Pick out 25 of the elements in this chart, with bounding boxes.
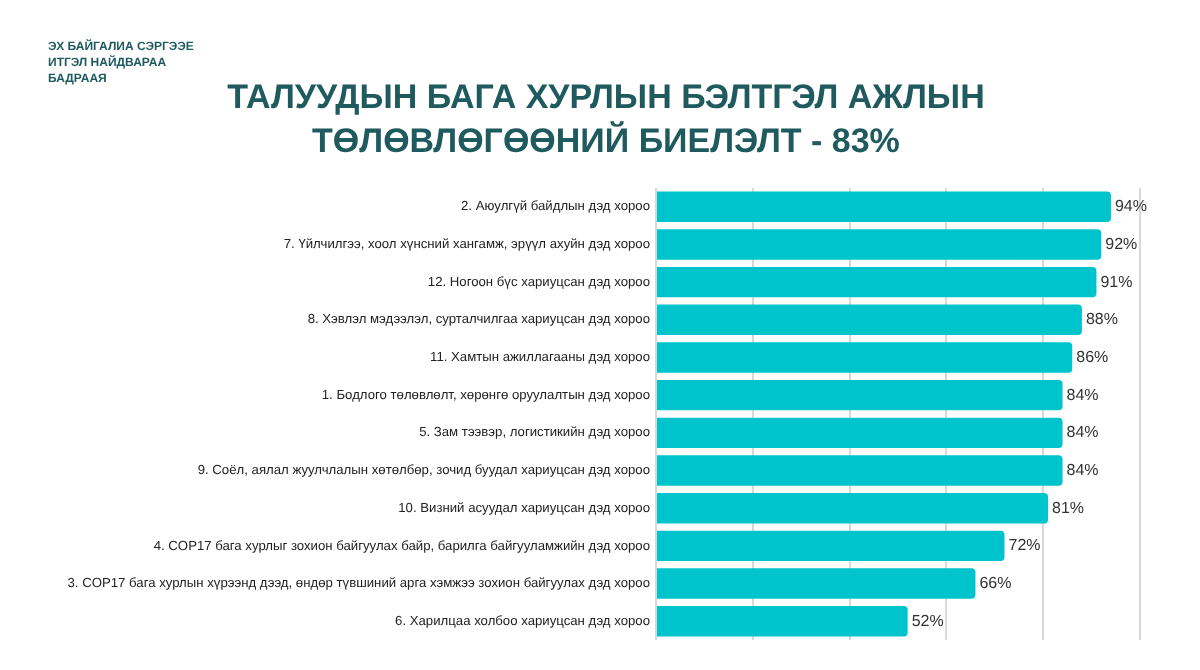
bar	[657, 379, 1063, 411]
bar	[657, 455, 1063, 486]
bar	[657, 492, 1049, 524]
data-label: 84%	[1066, 423, 1099, 442]
data-label: 84%	[1066, 385, 1099, 404]
bar	[657, 568, 976, 599]
bar	[657, 417, 1063, 449]
data-label: 52%	[911, 611, 944, 630]
bar	[657, 304, 1082, 336]
bar	[657, 266, 1097, 298]
bar	[657, 530, 1005, 562]
data-label: 91%	[1100, 272, 1133, 291]
data-label: 86%	[1076, 347, 1109, 366]
bar	[657, 191, 1111, 222]
bar	[657, 342, 1073, 373]
data-label: 88%	[1085, 310, 1118, 329]
bar	[657, 606, 908, 637]
bar	[657, 229, 1102, 260]
data-label: 81%	[1052, 498, 1085, 517]
data-label: 94%	[1114, 197, 1147, 216]
data-label: 84%	[1066, 460, 1099, 479]
data-label: 66%	[979, 573, 1012, 592]
data-label: 92%	[1105, 234, 1138, 253]
chart-title: ТАЛУУДЫН БАГА ХУРЛЫН БЭЛТГЭЛ АЖЛЫН ТӨЛӨВЛӨГӨӨНИЙ БИЕЛЭЛТ - 83%	[225, 76, 987, 164]
data-label: 72%	[1008, 536, 1041, 555]
